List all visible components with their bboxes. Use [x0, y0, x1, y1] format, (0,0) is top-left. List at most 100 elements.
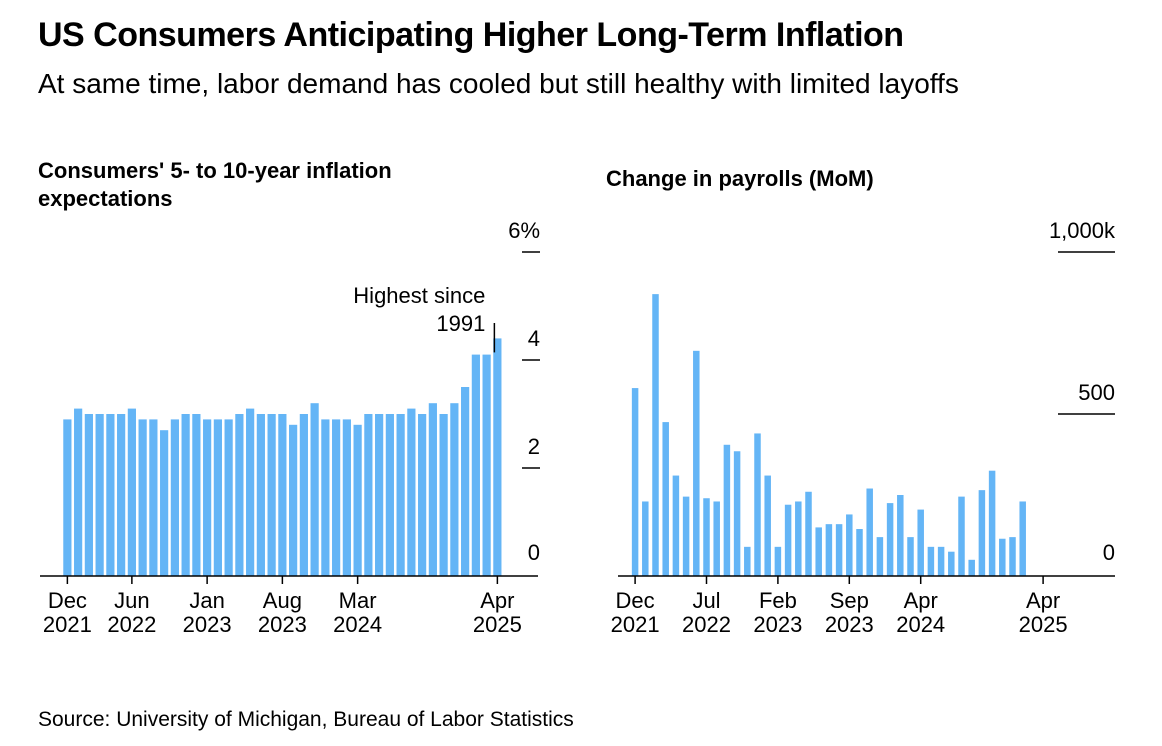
x-tick-label: Apr — [480, 588, 514, 613]
bar — [662, 422, 669, 576]
annotation-label: Highest since — [353, 283, 485, 308]
bar — [723, 444, 731, 576]
chart-subtitle: At same time, labor demand has cooled bu… — [38, 68, 959, 99]
x-tick-year-label: 2022 — [682, 612, 731, 637]
x-tick-label: Jan — [189, 588, 224, 613]
source-note: Source: University of Michigan, Bureau o… — [38, 708, 574, 731]
payrolls-chart: Change in payrolls (MoM)1,000k5000Dec202… — [606, 166, 1116, 637]
bar — [815, 527, 822, 576]
x-tick-year-label: 2021 — [43, 612, 92, 637]
bar — [693, 350, 700, 576]
bar — [267, 414, 276, 576]
bar — [968, 559, 975, 576]
bar — [958, 496, 965, 576]
bar — [289, 424, 298, 576]
bar — [754, 433, 761, 576]
bar — [825, 524, 833, 576]
bar — [342, 419, 351, 576]
x-tick-label: Sep — [830, 588, 869, 613]
y-tick-label: 0 — [528, 540, 540, 565]
bar — [138, 419, 147, 576]
bar — [63, 419, 72, 576]
bar — [764, 475, 771, 576]
bar — [733, 451, 741, 576]
bar — [321, 419, 330, 576]
y-tick-label: 6% — [508, 218, 540, 243]
x-tick-year-label: 2023 — [258, 612, 307, 637]
bar — [149, 419, 158, 576]
x-tick-label: Apr — [904, 588, 938, 613]
x-tick-year-label: 2022 — [107, 612, 156, 637]
bar — [396, 414, 405, 576]
bar — [482, 354, 491, 576]
bar — [160, 430, 169, 576]
bar — [631, 388, 639, 576]
x-tick-label: Feb — [759, 588, 797, 613]
bar — [682, 496, 690, 576]
bar — [117, 414, 126, 576]
bar — [181, 414, 190, 576]
bar — [672, 475, 680, 576]
bar — [192, 414, 201, 576]
x-tick-year-label: 2025 — [473, 612, 522, 637]
y-tick-label: 0 — [1103, 540, 1115, 565]
bar — [246, 408, 255, 576]
bar — [1009, 537, 1016, 576]
bar — [744, 546, 751, 576]
bar — [278, 414, 287, 576]
bar — [897, 495, 904, 576]
bar — [332, 419, 341, 576]
y-tick-label: 1,000k — [1049, 218, 1116, 243]
bar — [375, 414, 384, 576]
bar — [84, 414, 93, 576]
bar — [805, 491, 812, 576]
bar — [652, 294, 659, 576]
bar — [856, 529, 863, 576]
bar — [948, 551, 955, 576]
bar — [917, 509, 924, 576]
x-tick-label: Jul — [692, 588, 720, 613]
panel-title: Consumers' 5- to 10-year inflation — [38, 158, 392, 183]
bar — [713, 501, 720, 576]
bar — [461, 387, 470, 576]
bar — [774, 546, 782, 576]
bar — [642, 501, 649, 576]
bar — [353, 424, 362, 576]
bar — [235, 414, 244, 576]
bar — [784, 504, 792, 576]
bar — [703, 498, 710, 576]
bar — [999, 538, 1006, 576]
bar — [310, 403, 319, 576]
bar — [846, 514, 853, 576]
x-tick-label: Apr — [1026, 588, 1060, 613]
bar — [256, 414, 265, 576]
bar — [927, 546, 935, 576]
bar — [439, 414, 448, 576]
x-tick-label: Dec — [616, 588, 655, 613]
y-tick-label: 4 — [528, 326, 540, 351]
x-tick-year-label: 2023 — [753, 612, 802, 637]
x-tick-year-label: 2024 — [896, 612, 945, 637]
x-tick-year-label: 2023 — [825, 612, 874, 637]
bar — [988, 470, 996, 576]
annotation-label: 1991 — [436, 311, 485, 336]
x-tick-year-label: 2021 — [611, 612, 660, 637]
x-tick-label: Jun — [114, 588, 149, 613]
bar — [835, 524, 843, 576]
bar — [364, 414, 373, 576]
bar — [224, 419, 233, 576]
bar — [213, 419, 222, 576]
bar — [886, 503, 894, 576]
bar — [795, 501, 802, 576]
panel-title: Change in payrolls (MoM) — [606, 166, 874, 191]
x-tick-year-label: 2024 — [333, 612, 382, 637]
bar — [1019, 501, 1026, 576]
bar — [493, 338, 502, 576]
chart-title: US Consumers Anticipating Higher Long-Te… — [38, 16, 904, 54]
bar — [106, 414, 115, 576]
x-tick-label: Aug — [263, 588, 302, 613]
bar — [203, 419, 212, 576]
bar — [95, 414, 104, 576]
bar — [74, 408, 83, 576]
bar — [385, 414, 394, 576]
